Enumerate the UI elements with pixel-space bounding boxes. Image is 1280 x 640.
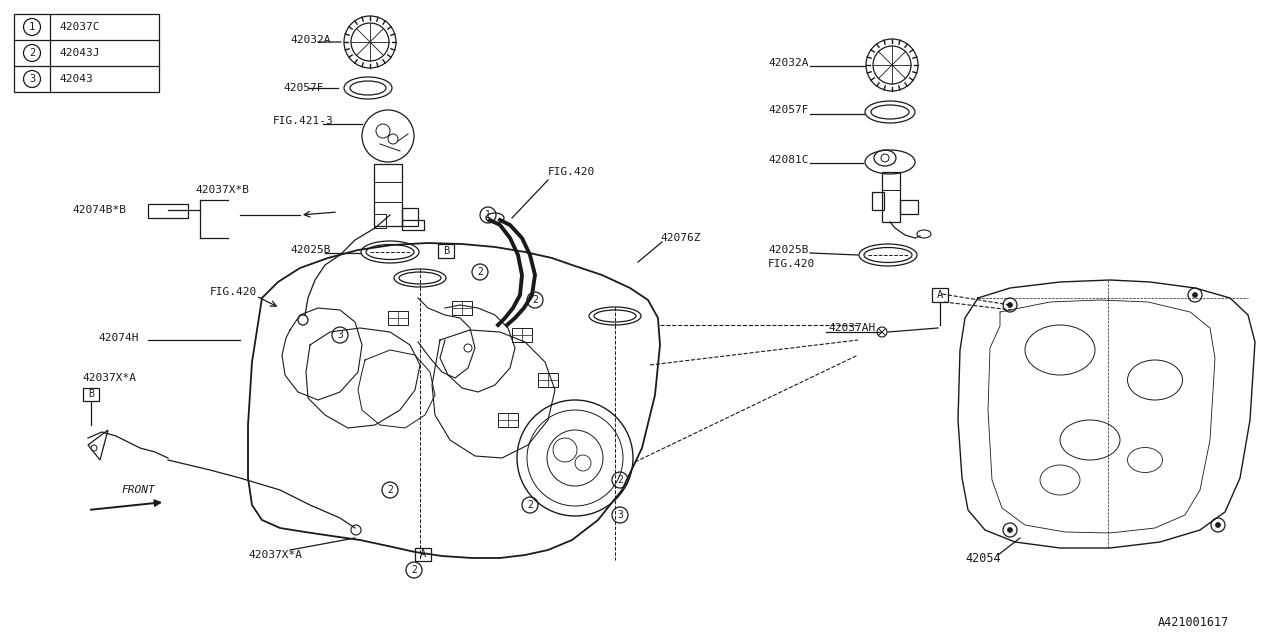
Text: 42025B: 42025B: [768, 245, 809, 255]
Bar: [402, 220, 424, 230]
Text: 2: 2: [532, 295, 538, 305]
Circle shape: [1007, 527, 1012, 532]
Text: 42037X*A: 42037X*A: [248, 550, 302, 560]
Bar: [498, 413, 518, 427]
Text: FRONT: FRONT: [122, 485, 156, 495]
Text: A: A: [937, 290, 943, 300]
Text: 2: 2: [411, 565, 417, 575]
Text: 42037X*A: 42037X*A: [82, 373, 136, 383]
Text: 2: 2: [527, 500, 532, 510]
Circle shape: [1193, 292, 1198, 298]
Text: 3: 3: [29, 74, 35, 84]
Bar: [438, 244, 454, 258]
Bar: [148, 204, 188, 218]
Text: 3: 3: [337, 330, 343, 340]
Text: FIG.420: FIG.420: [768, 259, 815, 269]
Text: FIG.420: FIG.420: [210, 287, 257, 297]
Bar: [415, 548, 431, 561]
Bar: [83, 388, 99, 401]
Bar: [374, 164, 402, 226]
Text: 42074B*B: 42074B*B: [72, 205, 125, 215]
Circle shape: [1007, 303, 1012, 307]
Text: 42081C: 42081C: [768, 155, 809, 165]
Bar: [872, 192, 884, 210]
Text: 42076Z: 42076Z: [660, 233, 700, 243]
Text: 42037AH: 42037AH: [828, 323, 876, 333]
Text: 42057F: 42057F: [283, 83, 324, 93]
Text: B: B: [443, 246, 449, 256]
Text: 42032A: 42032A: [291, 35, 330, 45]
Text: 42054: 42054: [965, 552, 1001, 564]
Text: 42057F: 42057F: [768, 105, 809, 115]
Bar: [882, 172, 900, 222]
Bar: [374, 214, 387, 228]
Text: 42043: 42043: [59, 74, 92, 84]
Text: 42074H: 42074H: [99, 333, 138, 343]
Text: FIG.421-3: FIG.421-3: [273, 116, 334, 126]
Text: 1: 1: [29, 22, 35, 32]
Text: 42037C: 42037C: [59, 22, 100, 32]
Bar: [402, 208, 419, 226]
Text: FIG.420: FIG.420: [548, 167, 595, 177]
Text: 42037X*B: 42037X*B: [195, 185, 250, 195]
Bar: [900, 200, 918, 214]
Bar: [388, 311, 408, 325]
Text: 2: 2: [29, 48, 35, 58]
Circle shape: [1216, 522, 1221, 527]
Bar: [14, 14, 159, 92]
Bar: [512, 328, 532, 342]
Text: 42043J: 42043J: [59, 48, 100, 58]
Bar: [452, 301, 472, 315]
Text: 42032A: 42032A: [768, 58, 809, 68]
Text: 3: 3: [617, 510, 623, 520]
Text: 2: 2: [617, 475, 623, 485]
Text: 42025B: 42025B: [291, 245, 330, 255]
Text: 1: 1: [485, 210, 492, 220]
Bar: [538, 373, 558, 387]
Text: A: A: [420, 549, 426, 559]
Text: 2: 2: [477, 267, 483, 277]
Text: 2: 2: [387, 485, 393, 495]
Bar: [932, 288, 948, 302]
Text: B: B: [88, 389, 93, 399]
Text: A421001617: A421001617: [1158, 616, 1229, 628]
